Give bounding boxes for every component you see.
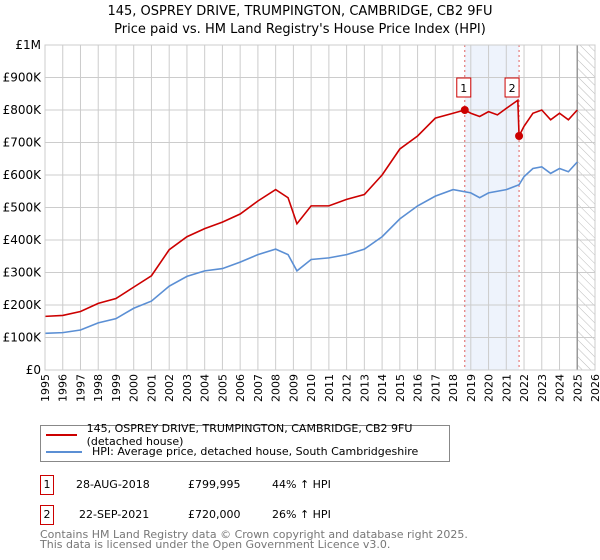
x-tick-label: 2016: [412, 374, 425, 402]
y-tick-label: £100K: [3, 331, 43, 345]
x-tick-label: 2022: [518, 374, 531, 402]
x-tick-label: 2019: [465, 374, 478, 402]
x-tick-label: 2023: [536, 374, 549, 402]
legend-label: 145, OSPREY DRIVE, TRUMPINGTON, CAMBRIDG…: [86, 421, 413, 448]
x-tick-label: 2007: [252, 374, 265, 402]
x-tick-label: 2008: [270, 374, 283, 402]
sale-price: £799,995: [188, 478, 241, 491]
x-tick-label: 2000: [128, 374, 141, 402]
sale-annotation-label: 1: [460, 82, 467, 95]
x-tick-label: 2010: [305, 374, 318, 402]
x-tick-label: 2004: [199, 374, 212, 402]
sale-row-2: 2 22-SEP-2021 £720,000 26% ↑ HPI: [40, 505, 540, 525]
x-tick-label: 2003: [181, 374, 194, 402]
sale-point: [515, 132, 524, 140]
series-line: [44, 98, 578, 318]
y-tick-label: £500K: [3, 201, 43, 215]
sale-hpi-diff: 26% ↑ HPI: [272, 508, 331, 521]
x-tick-label: 1998: [92, 374, 105, 402]
plot-border: [44, 44, 596, 371]
footer-line: This data is licensed under the Open Gov…: [40, 538, 391, 551]
price-chart: 1995 1996 1997 1998 1999 2000 2001 2002 2003 2004…: [3, 38, 600, 402]
x-tick-label: 2026: [589, 374, 600, 402]
legend-swatch: [46, 450, 82, 453]
sale-annotation-box: [504, 77, 520, 98]
x-tick-label: 2017: [429, 374, 442, 402]
y-tick-label: £900K: [3, 71, 43, 85]
y-tick-label: £1M: [15, 38, 41, 52]
sale-date: 28-AUG-2018: [76, 478, 150, 491]
y-tick-label: £0: [26, 363, 41, 377]
x-tick-label: 1995: [39, 374, 52, 402]
title: 145, OSPREY DRIVE, TRUMPINGTON, CAMBRIDG…: [107, 4, 493, 19]
legend-item-hpi: HPI: Average price, detached house, Sout…: [41, 443, 449, 460]
x-tick-label: 2024: [554, 374, 567, 402]
x-tick-label: 1999: [110, 374, 123, 402]
x-tick-label: 2025: [571, 374, 584, 402]
sale-annotation-box: [456, 77, 472, 98]
legend-swatch: [46, 433, 77, 436]
x-tick-label: 2018: [447, 374, 460, 402]
sale-price: £720,000: [188, 508, 241, 521]
x-tick-label: 1996: [57, 374, 70, 402]
legend: 145, OSPREY DRIVE, TRUMPINGTON, CAMBRIDG…: [40, 422, 450, 462]
x-tick-label: 2002: [163, 374, 176, 402]
y-tick-label: £200K: [3, 298, 43, 312]
x-tick-label: 2006: [234, 374, 247, 402]
sale-hpi-diff: 44% ↑ HPI: [272, 478, 331, 491]
x-tick-label: 2020: [483, 374, 496, 402]
sale-row-1: 1 28-AUG-2018 £799,995 44% ↑ HPI: [40, 475, 540, 495]
x-tick-label: 2001: [145, 374, 158, 402]
x-tick-label: 2021: [500, 374, 513, 402]
y-tick-label: £400K: [3, 233, 43, 247]
x-tick-label: 2015: [394, 374, 407, 402]
x-tick-label: 2014: [376, 374, 389, 402]
x-tick-label: 2005: [216, 374, 229, 402]
sale-marker-badge: 1: [40, 475, 54, 495]
subtitle: Price paid vs. HM Land Registry's House …: [114, 22, 486, 37]
sale-marker-badge: 2: [40, 505, 54, 525]
sale-annotation-label: 2: [509, 82, 516, 95]
sale-point: [460, 106, 469, 115]
y-tick-label: £700K: [3, 136, 43, 150]
chart-title: 145, OSPREY DRIVE, TRUMPINGTON, CAMBRIDG…: [0, 3, 600, 39]
legend-item-property: 145, OSPREY DRIVE, TRUMPINGTON, CAMBRIDG…: [41, 422, 449, 448]
footer: Contains HM Land Registry data © Crown c…: [40, 528, 468, 551]
x-tick-label: 2013: [358, 374, 371, 402]
y-tick-label: £300K: [3, 266, 43, 280]
footer-line: Contains HM Land Registry data © Crown c…: [40, 528, 468, 541]
legend-label: HPI: Average price, detached house, Sout…: [92, 445, 419, 458]
y-tick-label: £600K: [3, 168, 43, 182]
x-tick-label: 2011: [323, 374, 336, 402]
sale-date: 22-SEP-2021: [79, 508, 150, 521]
x-tick-label: 1997: [74, 374, 87, 402]
y-tick-label: £800K: [3, 103, 43, 117]
series-line: [44, 161, 578, 335]
x-tick-label: 2009: [287, 374, 300, 402]
x-tick-label: 2012: [341, 374, 354, 402]
